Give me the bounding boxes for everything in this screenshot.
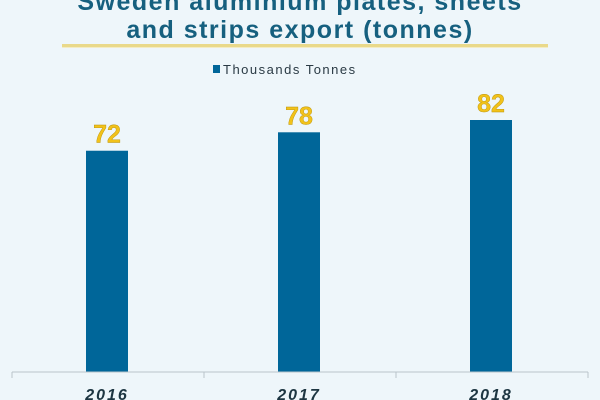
tick-label-2016: 2016: [84, 387, 129, 400]
data-labels: 72 78 82: [93, 90, 505, 149]
legend-label: Thousands Tonnes: [223, 62, 357, 77]
bar-2017: [278, 132, 320, 372]
chart-title: Sweden aluminium plates, sheets and stri…: [0, 0, 600, 44]
bars: [86, 120, 512, 372]
data-label-2016: 72: [93, 121, 121, 149]
data-label-2017: 78: [285, 102, 313, 130]
chart-title-line-1: Sweden aluminium plates, sheets: [77, 0, 523, 16]
bar-2018: [470, 120, 512, 372]
x-axis-ticks: [11, 372, 589, 378]
tick-label-2018: 2018: [468, 387, 513, 400]
bar-2016: [86, 150, 128, 372]
tick-label-2017: 2017: [276, 387, 321, 400]
legend-swatch: [213, 65, 220, 73]
legend: Thousands Tonnes: [213, 62, 357, 77]
title-underline: [62, 44, 548, 48]
data-label-2018: 82: [477, 90, 505, 118]
x-axis-tick-labels: 2016 2017 2018: [84, 387, 513, 400]
chart-title-line-2: and strips export (tonnes): [126, 16, 474, 44]
